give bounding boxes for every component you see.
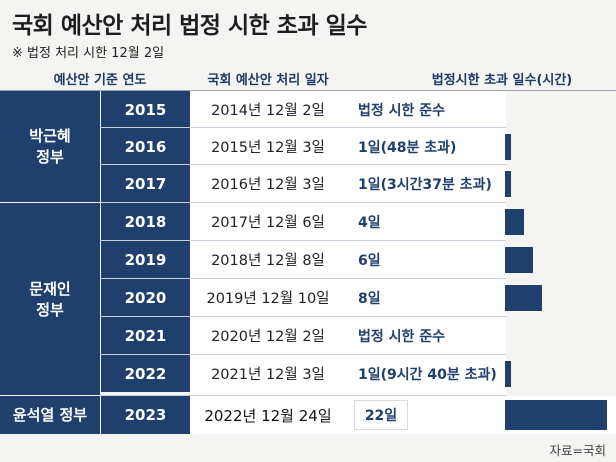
year-cell: 2015 <box>101 91 190 128</box>
overrun-bar-2016 <box>505 133 511 160</box>
year-cell: 2019 <box>101 241 190 278</box>
processing-date: 2020년 12월 2일 <box>211 329 325 345</box>
year-cell: 2023 <box>101 396 190 434</box>
processing-date: 2015년 12월 3일 <box>211 140 325 156</box>
overrun-bar-2018 <box>505 209 524 235</box>
government-name: 윤석열 정부 <box>12 405 88 424</box>
overrun-bar-2022 <box>505 361 511 387</box>
processing-date: 2018년 12월 8일 <box>211 253 325 269</box>
government-park: 박근혜 정부 <box>0 91 100 202</box>
year-cell: 2018 <box>101 203 190 240</box>
year-cell: 2020 <box>101 279 190 316</box>
government-name: 박근혜 <box>29 126 71 145</box>
chart-title: 국회 예산안 처리 법정 시한 초과 일수 <box>12 13 367 39</box>
header-date: 국회 예산안 처리 일자 <box>207 73 329 88</box>
year-cell: 2021 <box>101 317 190 354</box>
header-divider <box>0 90 616 91</box>
overrun-label: 1일(3시간37분 초과) <box>358 176 492 193</box>
row-divider <box>100 164 506 165</box>
row-divider <box>100 240 506 241</box>
overrun-label: 1일(9시간 40분 초과) <box>358 366 497 383</box>
overrun-label: 1일(48분 초과) <box>358 139 457 156</box>
processing-date: 2016년 12월 3일 <box>211 177 325 193</box>
date-column-bg <box>190 91 346 396</box>
overrun-bar-2017 <box>505 170 511 197</box>
overrun-column-bg <box>346 91 506 396</box>
header-year: 예산안 기준 연도 <box>53 73 147 88</box>
government-suffix: 정부 <box>36 147 64 166</box>
government-yoon: 윤석열 정부 <box>0 396 100 434</box>
row-divider <box>100 316 506 317</box>
processing-date: 2019년 12월 10일 <box>206 291 330 307</box>
row-divider <box>100 127 506 128</box>
overrun-bar-2020 <box>505 285 543 311</box>
chart-subtitle: ※ 법정 처리 시한 12월 2일 <box>12 46 165 61</box>
overrun-label: 법정 시한 준수 <box>358 328 446 345</box>
overrun-bar-2023 <box>505 400 607 430</box>
header-overrun: 법정시한 초과 일수(시간) <box>431 73 573 88</box>
overrun-label: 법정 시한 준수 <box>358 102 446 119</box>
processing-date: 2021년 12월 3일 <box>211 367 325 383</box>
source-note: 자료=국회 <box>549 443 606 458</box>
group-divider <box>0 202 100 203</box>
row-divider <box>100 202 506 203</box>
government-name: 문재인 <box>29 279 71 298</box>
overrun-label-highlight: 22일 <box>354 400 408 430</box>
overrun-label: 8일 <box>358 290 381 307</box>
government-suffix: 정부 <box>36 300 64 319</box>
overrun-label: 4일 <box>358 214 381 231</box>
government-moon: 문재인 정부 <box>0 203 100 396</box>
processing-date: 2022년 12월 24일 <box>204 406 332 425</box>
year-cell: 2017 <box>101 165 190 202</box>
row-divider <box>100 278 506 279</box>
group-divider <box>0 395 100 396</box>
overrun-bar-2019 <box>505 247 533 273</box>
processing-date: 2017년 12월 6일 <box>211 215 325 231</box>
overrun-label: 6일 <box>358 252 381 269</box>
year-cell: 2016 <box>101 128 190 165</box>
processing-date: 2014년 12월 2일 <box>211 103 325 119</box>
row-divider <box>100 354 506 355</box>
row-divider <box>100 395 506 396</box>
year-cell: 2022 <box>101 355 190 392</box>
